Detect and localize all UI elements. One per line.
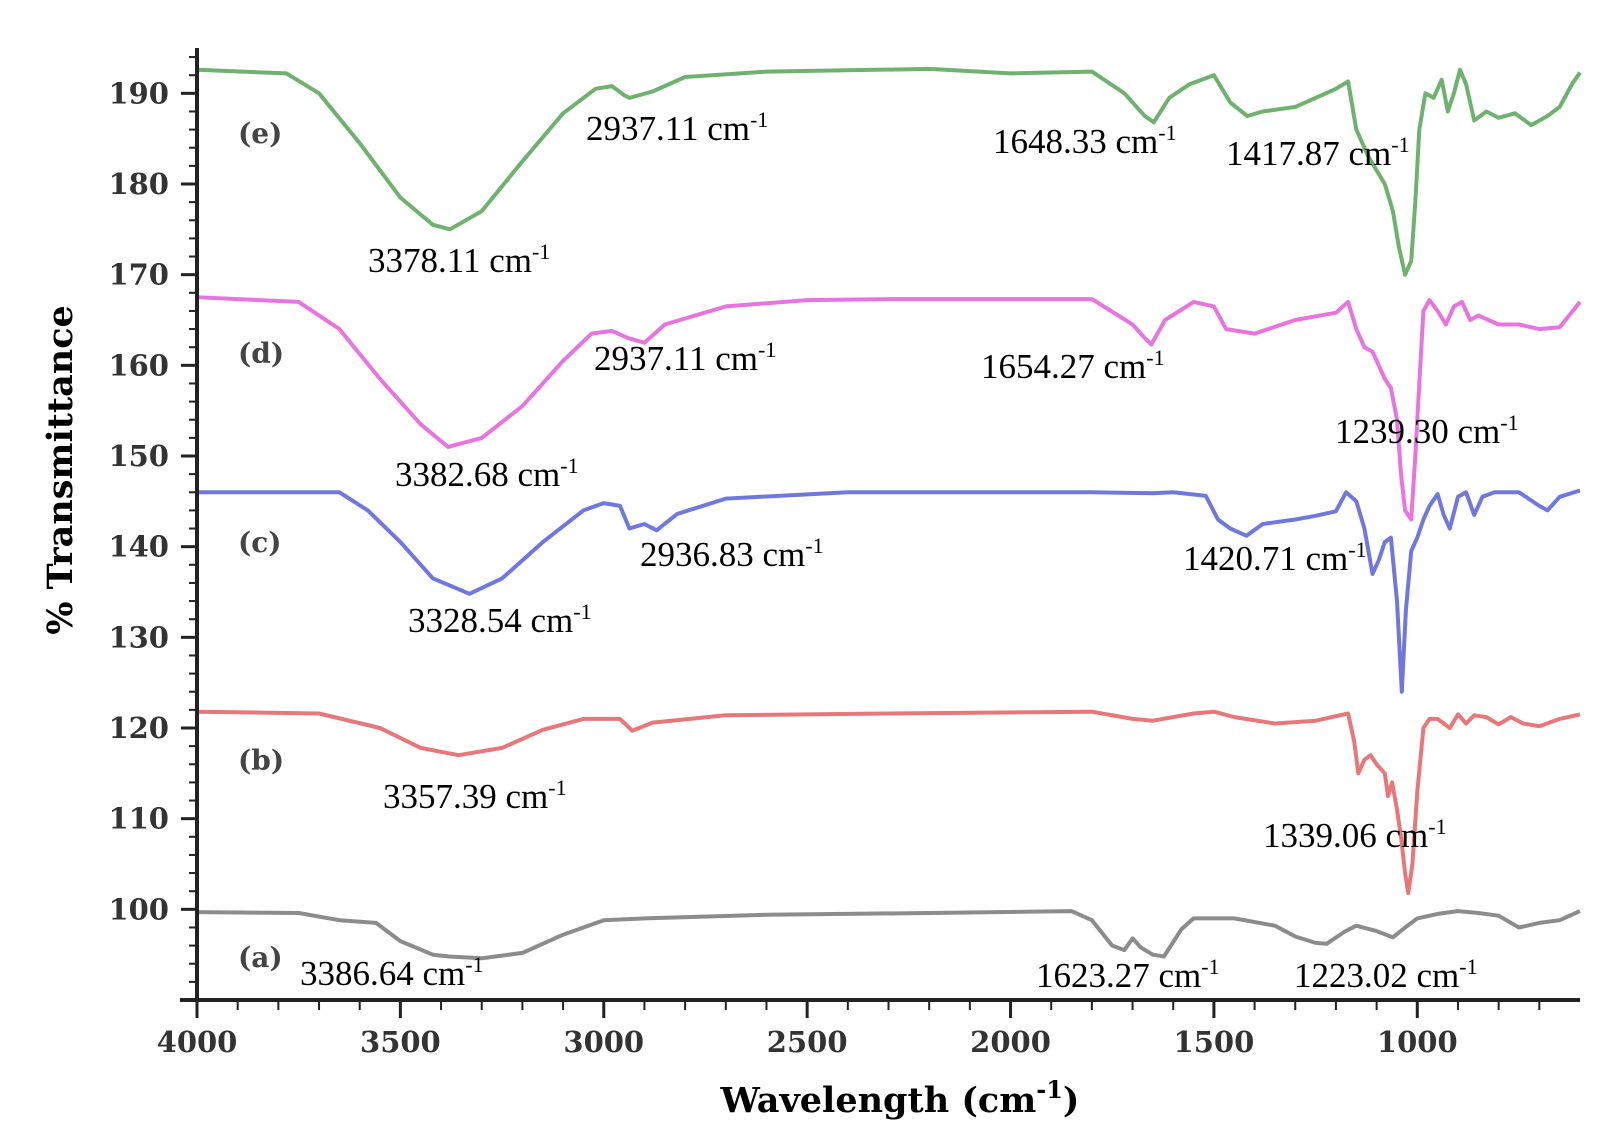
spectrum-line-e xyxy=(196,66,1582,277)
y-tick-label: 120 xyxy=(108,711,169,745)
x-tick-label: 3500 xyxy=(360,1025,441,1059)
peak-label-b-1339: 1339.06 cm-1 xyxy=(1263,814,1447,855)
x-tick-label: 3000 xyxy=(563,1025,644,1059)
spectrum-line-c xyxy=(197,488,1581,694)
series-tag-d: (d) xyxy=(238,337,284,370)
peak-label-e-1648: 1648.33 cm-1 xyxy=(993,120,1177,161)
peak-label-e-1417: 1417.87 cm-1 xyxy=(1226,132,1410,173)
axes-layer xyxy=(180,48,1580,1002)
y-tick-label: 140 xyxy=(108,530,169,564)
x-tick-label: 1000 xyxy=(1377,1025,1458,1059)
y-tick-label: 160 xyxy=(108,348,169,382)
x-tick-label: 1500 xyxy=(1174,1025,1255,1059)
peak-label-a-1223: 1223.02 cm-1 xyxy=(1294,954,1478,995)
series-tag-a: (a) xyxy=(238,941,283,974)
x-axis-title: Wavelength (cm-1) xyxy=(720,1075,1080,1121)
series-layer xyxy=(196,66,1582,961)
x-tick-label: 2000 xyxy=(970,1025,1051,1059)
y-tick-label: 190 xyxy=(108,76,169,110)
series-tag-e: (e) xyxy=(238,117,282,150)
x-tick-label: 2500 xyxy=(767,1025,848,1059)
y-tick-label: 130 xyxy=(108,620,169,654)
peak-label-e-2937: 2937.11 cm-1 xyxy=(586,107,768,148)
series-tag-b: (b) xyxy=(238,744,284,777)
peak-label-c-1420: 1420.71 cm-1 xyxy=(1183,537,1367,578)
spectrum-line-d xyxy=(196,295,1582,522)
peak-label-a-3386: 3386.64 cm-1 xyxy=(300,952,484,993)
labels-layer: (e) (d) (c) (b) (a) 3378.11 cm-1 2937.11… xyxy=(40,107,1519,1121)
y-tick-label: 180 xyxy=(108,167,169,201)
y-tick-label: 110 xyxy=(108,802,169,836)
x-tick-label: 4000 xyxy=(157,1025,238,1059)
peak-label-c-3328: 3328.54 cm-1 xyxy=(408,599,592,640)
spectrum-line-b xyxy=(196,709,1581,895)
peak-label-e-3378: 3378.11 cm-1 xyxy=(368,239,550,280)
peak-label-d-2937: 2937.11 cm-1 xyxy=(594,337,776,378)
y-tick-label: 100 xyxy=(108,892,169,926)
peak-label-d-1239: 1239.30 cm-1 xyxy=(1335,410,1519,451)
y-tick-label: 170 xyxy=(108,258,169,292)
y-axis-title: % Transmittance xyxy=(40,305,81,635)
y-tick-label: 150 xyxy=(108,439,169,473)
peak-label-d-3382: 3382.68 cm-1 xyxy=(395,453,579,494)
spectrum-line-a xyxy=(196,909,1581,961)
peak-label-b-3357: 3357.39 cm-1 xyxy=(383,775,567,816)
peak-label-c-2936: 2936.83 cm-1 xyxy=(640,533,824,574)
series-tag-c: (c) xyxy=(238,526,282,559)
peak-label-a-1623: 1623.27 cm-1 xyxy=(1036,954,1220,995)
ticks-layer: 100 110 120 130 140 150 160 170 180 190 4000 3500 30… xyxy=(108,56,1541,1059)
peak-label-d-1654: 1654.27 cm-1 xyxy=(981,345,1165,386)
